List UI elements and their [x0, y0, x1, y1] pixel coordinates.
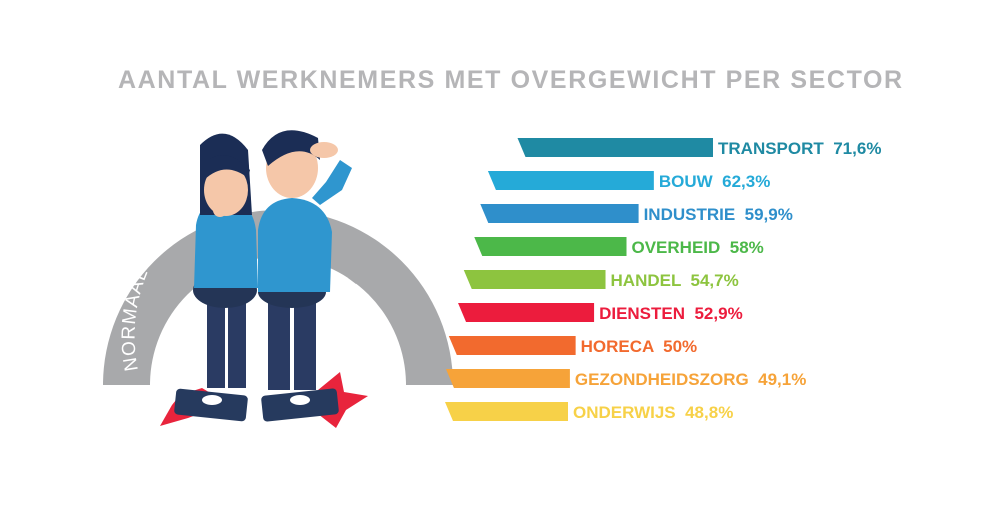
- bar-handel: [463, 270, 606, 289]
- bar-industrie: [480, 204, 639, 223]
- category-label: TRANSPORT: [718, 139, 824, 158]
- category-label: HANDEL: [611, 271, 682, 290]
- value-label: 71,6%: [824, 139, 882, 158]
- value-label: 48,8%: [676, 403, 734, 422]
- value-label: 59,9%: [735, 205, 793, 224]
- bar-label-industrie: INDUSTRIE 59,9%: [644, 205, 793, 224]
- bar-label-handel: HANDEL 54,7%: [611, 271, 739, 290]
- bar-gezondheidszorg: [445, 369, 570, 388]
- man-figure: [258, 130, 368, 428]
- bar-bouw: [487, 171, 654, 190]
- bar-transport: [517, 138, 713, 157]
- category-label: INDUSTRIE: [644, 205, 736, 224]
- value-label: 52,9%: [685, 304, 743, 323]
- bar-onderwijs: [445, 402, 568, 421]
- value-label: 62,3%: [713, 172, 771, 191]
- bar-horeca: [448, 336, 576, 355]
- value-label: 49,1%: [749, 370, 807, 389]
- bar-label-transport: TRANSPORT 71,6%: [718, 139, 881, 158]
- value-label: 50%: [654, 337, 697, 356]
- bar-diensten: [458, 303, 595, 322]
- bar-label-bouw: BOUW 62,3%: [659, 172, 770, 191]
- bar-label-overheid: OVERHEID 58%: [632, 238, 764, 257]
- value-label: 58%: [720, 238, 763, 257]
- bar-label-onderwijs: ONDERWIJS 48,8%: [573, 403, 733, 422]
- bar-overheid: [474, 237, 627, 256]
- gauge-arc: [103, 210, 453, 385]
- category-label: OVERHEID: [632, 238, 721, 257]
- bar-label-horeca: HORECA 50%: [581, 337, 698, 356]
- bar-label-diensten: DIENSTEN 52,9%: [599, 304, 743, 323]
- category-label: BOUW: [659, 172, 714, 191]
- chart-title: AANTAL WERKNEMERS MET OVERGEWICHT PER SE…: [118, 66, 904, 94]
- category-label: DIENSTEN: [599, 304, 685, 323]
- category-label: ONDERWIJS: [573, 403, 676, 422]
- scale-left: [174, 388, 248, 422]
- value-label: 54,7%: [681, 271, 739, 290]
- gauge-needle: [348, 250, 372, 284]
- category-label: HORECA: [581, 337, 654, 356]
- category-label: GEZONDHEIDSZORG: [575, 370, 749, 389]
- woman-figure: [160, 133, 258, 426]
- bar-label-gezondheidszorg: GEZONDHEIDSZORG 49,1%: [575, 370, 806, 389]
